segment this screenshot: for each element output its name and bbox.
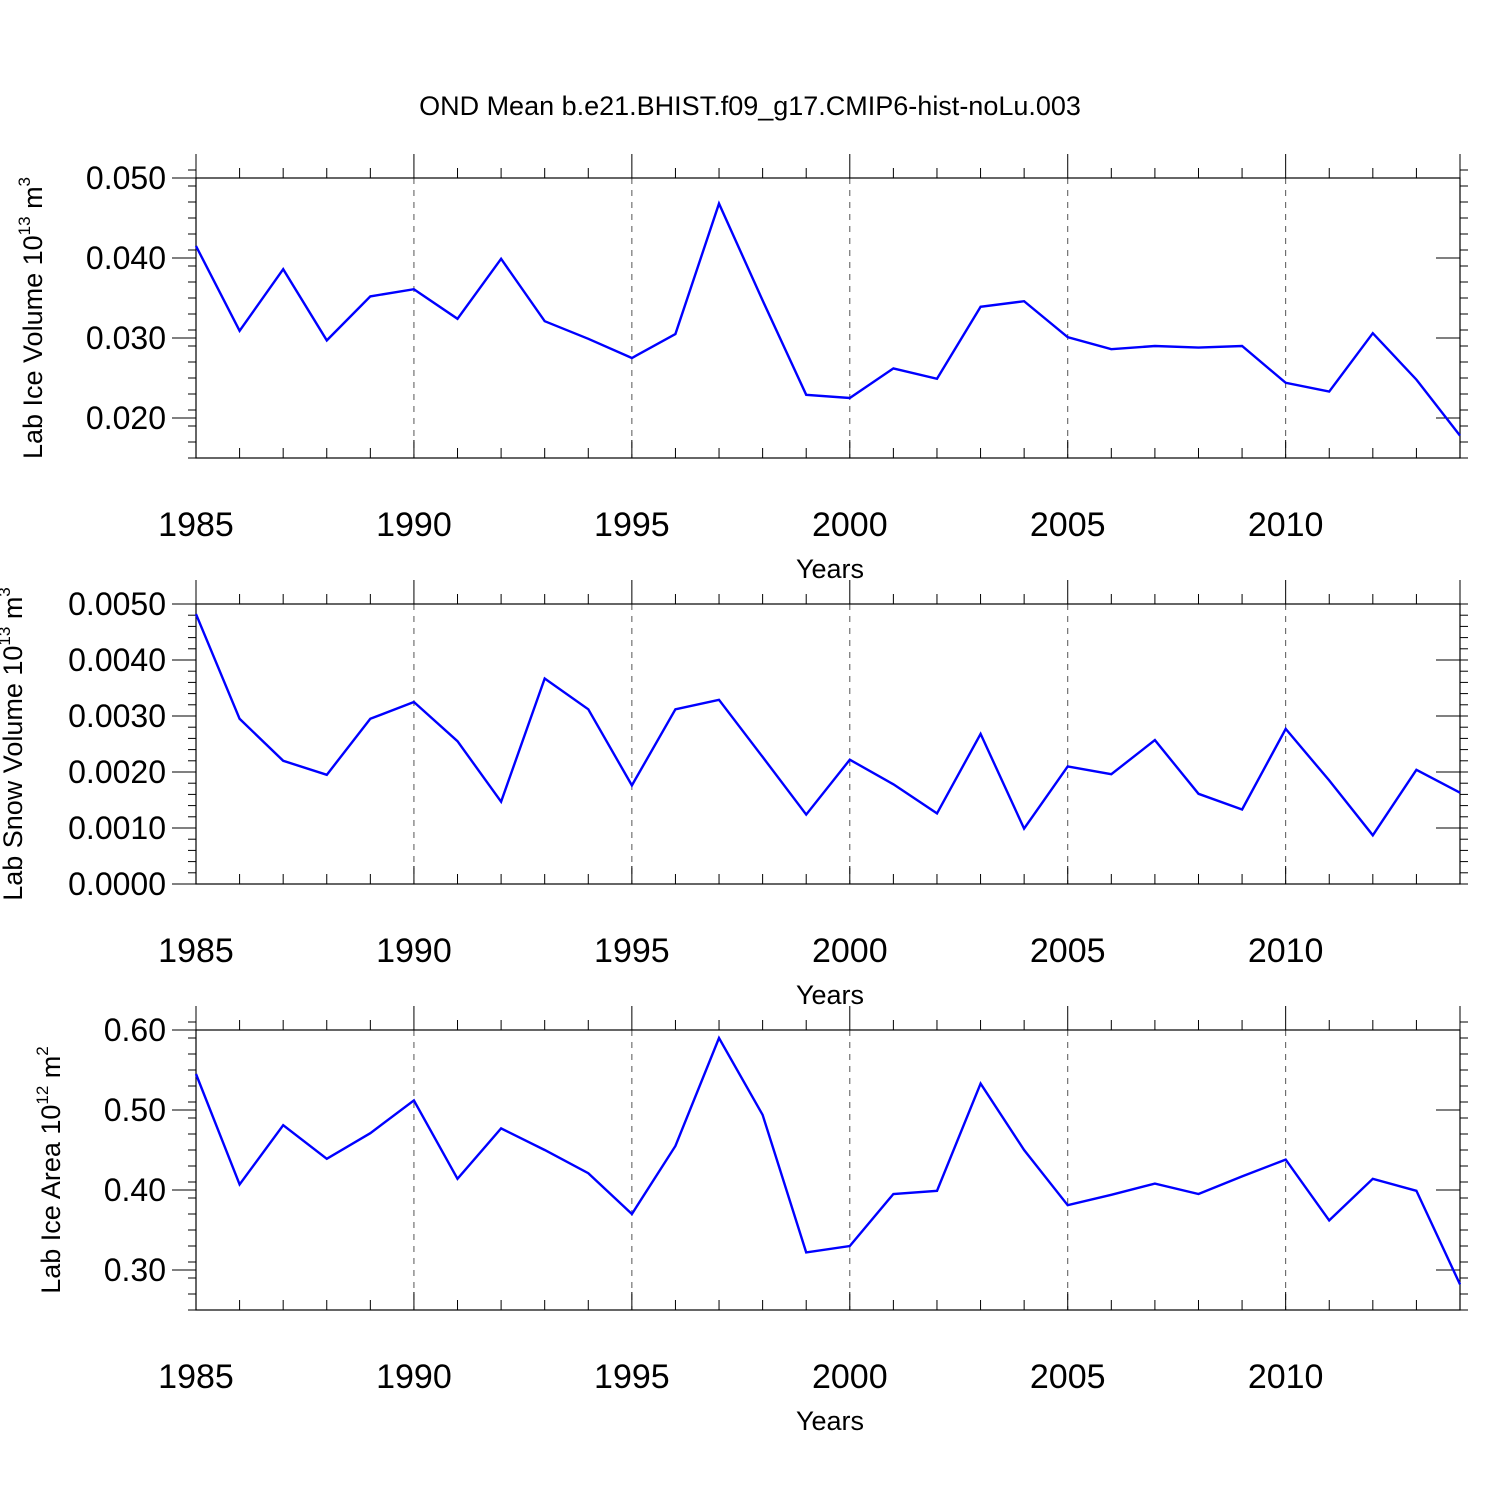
y-tick-label: 0.050 — [86, 160, 166, 196]
panel-1: 0.020 0.030 0.040 0.050 1985 1990 1995 2000 2005… — [15, 154, 1468, 584]
x-tick-label: 2000 — [812, 1358, 888, 1396]
x-tick-label: 2000 — [812, 506, 888, 544]
y-axis-title-exponent: 12 — [33, 1086, 52, 1105]
y-tick-label: 0.0010 — [68, 810, 166, 846]
x-tick-label: 2010 — [1248, 932, 1324, 970]
x-axis-title: Years — [796, 1406, 864, 1436]
plot-frame — [195, 603, 1461, 885]
y-tick-label: 0.30 — [104, 1252, 166, 1288]
x-tick-label: 2010 — [1248, 506, 1324, 544]
x-tick-label: 2000 — [812, 932, 888, 970]
y-axis-title: Lab Ice Volume 1013 m3 — [15, 177, 48, 459]
x-tick-label: 1985 — [158, 932, 234, 970]
series-line — [194, 1035, 1462, 1285]
x-tick-label: 1985 — [158, 506, 234, 544]
x-tick-label: 1990 — [376, 1358, 452, 1396]
series-line — [194, 613, 1461, 838]
y-tick-label: 0.0030 — [68, 698, 166, 734]
y-tick-label: 0.50 — [104, 1092, 166, 1128]
panel-3: 0.30 0.40 0.50 0.60 1985 1990 1995 2000 2005 2010… — [33, 1006, 1468, 1436]
x-tick-label: 1995 — [594, 1358, 670, 1396]
x-tick-label: 2005 — [1030, 932, 1106, 970]
y-axis-title-base: Lab Ice Volume 10 — [18, 235, 48, 459]
x-tick-label: 2005 — [1030, 1358, 1106, 1396]
y-axis-title-unit-exponent: 3 — [15, 177, 34, 186]
series-line — [194, 200, 1461, 437]
x-tick-label: 1995 — [594, 932, 670, 970]
x-tick-label: 1995 — [594, 506, 670, 544]
panels: 0.020 0.030 0.040 0.050 1985 1990 1995 2000 2005… — [0, 154, 1468, 1436]
plot-frame — [195, 1029, 1461, 1311]
y-axis-title-base: Lab Ice Area 10 — [36, 1105, 66, 1294]
y-tick-label: 0.40 — [104, 1172, 166, 1208]
y-axis-title-exponent: 13 — [15, 216, 34, 235]
x-tick-label: 1990 — [376, 506, 452, 544]
y-tick-label: 0.030 — [86, 320, 166, 356]
y-axis-title-exponent: 13 — [0, 627, 14, 646]
x-tick-label: 2010 — [1248, 1358, 1324, 1396]
y-axis-title-unit: m — [18, 186, 48, 216]
y-tick-label: 0.0020 — [68, 754, 166, 790]
y-tick-label: 0.60 — [104, 1012, 166, 1048]
y-tick-label: 0.0040 — [68, 642, 166, 678]
y-axis-title: Lab Snow Volume 1013 m3 — [0, 587, 28, 901]
plot-frame — [195, 177, 1461, 459]
y-tick-label: 0.040 — [86, 240, 166, 276]
x-axis-title: Years — [796, 554, 864, 584]
x-tick-label: 1990 — [376, 932, 452, 970]
panel-2: 0.0000 0.0010 0.0020 0.0030 0.0040 0.0050 1985… — [0, 580, 1468, 1010]
y-axis-title-base: Lab Snow Volume 10 — [0, 646, 28, 901]
x-tick-label: 2005 — [1030, 506, 1106, 544]
x-axis-title: Years — [796, 980, 864, 1010]
y-tick-label: 0.0000 — [68, 866, 166, 902]
y-axis-title-unit-exponent: 2 — [33, 1046, 52, 1055]
y-tick-label: 0.0050 — [68, 586, 166, 622]
y-axis-title-unit: m — [0, 597, 28, 627]
y-tick-label: 0.020 — [86, 400, 166, 436]
figure-title: OND Mean b.e21.BHIST.f09_g17.CMIP6-hist-… — [419, 91, 1081, 121]
x-tick-label: 1985 — [158, 1358, 234, 1396]
y-axis-title-unit: m — [36, 1056, 66, 1086]
y-axis-title-unit-exponent: 3 — [0, 587, 14, 596]
y-axis-title: Lab Ice Area 1012 m2 — [33, 1046, 66, 1294]
